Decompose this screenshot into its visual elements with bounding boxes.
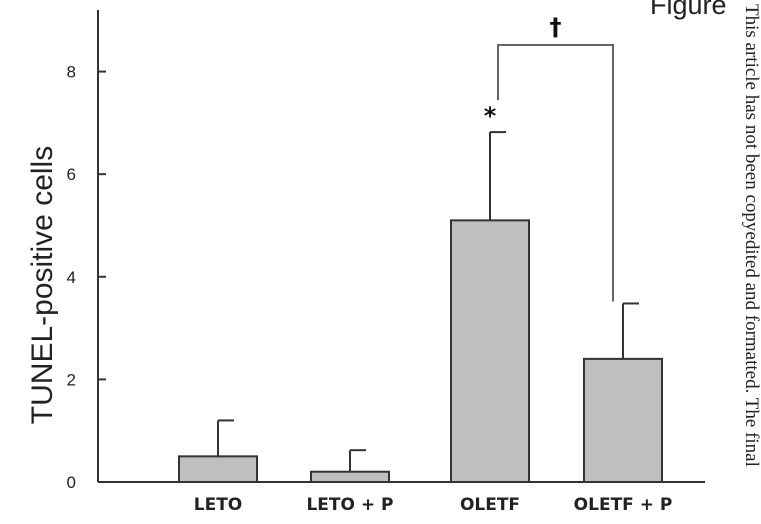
side-note: This article has not been copyedited and… xyxy=(741,4,761,467)
bar-0 xyxy=(178,455,258,484)
figure-label: Figure xyxy=(650,0,727,20)
bar-2 xyxy=(450,219,530,483)
comparison-bracket-1 xyxy=(497,44,614,302)
x-tick-label-1: LETO + P xyxy=(306,495,393,515)
x-tick-label-2: OLETF xyxy=(460,495,520,515)
y-tick-label-2: 4 xyxy=(67,268,76,287)
y-tick-label-0: 0 xyxy=(67,473,76,492)
x-tick-label-3: OLETF + P xyxy=(574,495,673,515)
annotations: *† xyxy=(484,13,614,302)
error-bars xyxy=(217,131,639,472)
x-tick-labels: LETO LETO + P OLETF OLETF + P xyxy=(194,495,673,515)
y-axis-label: TUNEL-positive cells xyxy=(26,146,59,424)
significance-marker-0: * xyxy=(484,102,497,130)
y-tick-label-1: 2 xyxy=(67,370,76,389)
significance-dagger-1: † xyxy=(550,13,562,41)
bar-3 xyxy=(583,357,663,483)
bars xyxy=(178,219,663,484)
bar-1 xyxy=(310,470,390,484)
x-tick-label-0: LETO xyxy=(194,495,243,515)
y-tick-label-3: 6 xyxy=(67,165,76,184)
y-tick-label-4: 8 xyxy=(67,63,76,82)
y-tick-labels: 0 2 4 6 8 xyxy=(67,63,76,492)
